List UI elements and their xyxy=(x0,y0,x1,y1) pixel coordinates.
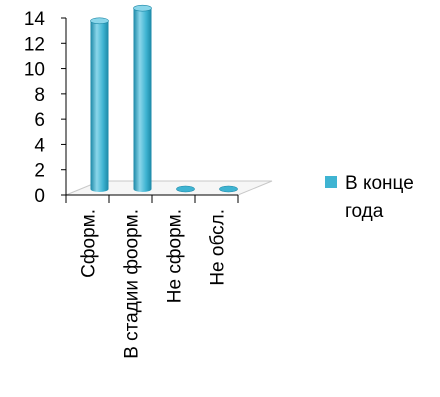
bar xyxy=(90,17,109,192)
legend-swatch xyxy=(325,176,337,188)
x-category-label: Сформ. xyxy=(79,209,100,278)
bar-zero-disc xyxy=(176,185,195,193)
bar xyxy=(176,185,195,193)
legend-label: В конце xyxy=(345,173,414,194)
y-tick-label: 14 xyxy=(24,9,46,30)
bar-zero-disc xyxy=(219,185,238,193)
bar-top xyxy=(133,4,152,12)
x-category-label: Не обсл. xyxy=(208,209,229,286)
bar-body xyxy=(90,20,109,192)
y-tick-label: 12 xyxy=(24,34,45,55)
y-tick-label: 8 xyxy=(34,85,45,106)
x-category-label: Не сформ. xyxy=(165,209,186,303)
y-tick-label: 0 xyxy=(34,186,45,207)
bar xyxy=(219,185,238,193)
bar-top xyxy=(90,17,109,25)
y-tick-label: 2 xyxy=(34,161,45,182)
bar-body xyxy=(133,8,152,193)
y-tick-label: 4 xyxy=(34,135,45,156)
x-category-label: В стадии фоорм. xyxy=(122,209,143,359)
bar xyxy=(133,4,152,193)
y-tick-label: 6 xyxy=(34,110,45,131)
y-tick-label: 10 xyxy=(24,60,45,81)
legend-label: года xyxy=(345,201,384,222)
